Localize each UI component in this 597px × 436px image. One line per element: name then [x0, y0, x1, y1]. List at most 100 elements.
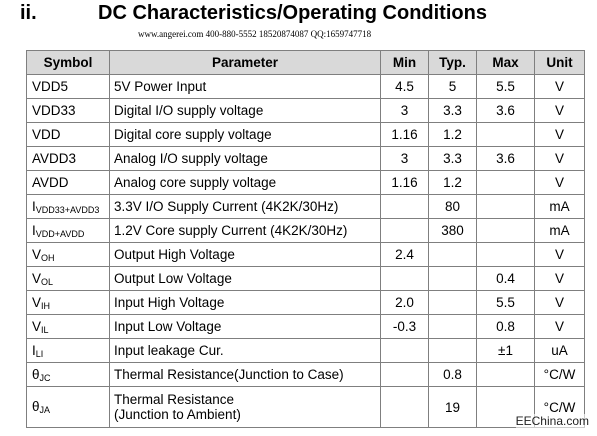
- header-min: Min: [380, 50, 429, 75]
- contact-line: www.angerei.com 400-880-5552 18520874087…: [138, 29, 372, 39]
- cell-parameter: Analog core supply voltage: [109, 170, 381, 195]
- cell-unit: uA: [534, 338, 585, 363]
- cell-min: [380, 218, 429, 243]
- cell-min: 2.0: [380, 290, 429, 315]
- symbol-base: VDD: [32, 127, 61, 142]
- table-row: VDD5 5V Power Input 4.5 5 5.5 V: [26, 74, 585, 99]
- cell-parameter: Thermal Resistance(Junction to Case): [109, 362, 381, 387]
- symbol-subscript: LI: [35, 348, 44, 359]
- cell-unit: V: [534, 290, 585, 315]
- cell-min: 1.16: [380, 122, 429, 147]
- cell-symbol: VOL: [26, 266, 110, 291]
- cell-min: [380, 338, 429, 363]
- symbol-base: VDD33: [32, 103, 76, 118]
- section-heading: ii. DC Characteristics/Operating Conditio…: [20, 2, 487, 30]
- cell-unit: V: [534, 170, 585, 195]
- cell-parameter: Digital I/O supply voltage: [109, 98, 381, 123]
- cell-typ: [428, 338, 477, 363]
- cell-symbol: AVDD: [26, 170, 110, 195]
- symbol-subscript: VDD+AVDD: [35, 228, 85, 239]
- header-symbol: Symbol: [26, 50, 110, 75]
- cell-max: 3.6: [476, 146, 535, 171]
- cell-min: 3: [380, 146, 429, 171]
- cell-symbol: θJA: [26, 386, 110, 428]
- cell-typ: 380: [428, 218, 477, 243]
- cell-symbol: VDD5: [26, 74, 110, 99]
- table-row: VOL Output Low Voltage 0.4 V: [26, 266, 585, 291]
- cell-min: [380, 194, 429, 219]
- cell-max: 5.5: [476, 290, 535, 315]
- symbol-base: θ: [32, 399, 40, 414]
- cell-symbol: ILI: [26, 338, 110, 363]
- cell-symbol: IVDD33+AVDD3: [26, 194, 110, 219]
- cell-min: 4.5: [380, 74, 429, 99]
- table-row: VIL Input Low Voltage -0.3 0.8 V: [26, 314, 585, 339]
- symbol-subscript: JA: [39, 405, 51, 415]
- cell-min: [380, 362, 429, 387]
- cell-unit: mA: [534, 218, 585, 243]
- cell-max: [476, 362, 535, 387]
- cell-max: [476, 218, 535, 243]
- cell-parameter: Input leakage Cur.: [109, 338, 381, 363]
- table-row: VIH Input High Voltage 2.0 5.5 V: [26, 290, 585, 315]
- symbol-subscript: OH: [41, 252, 55, 263]
- symbol-base: I: [32, 222, 36, 238]
- symbol-base: VDD5: [32, 79, 69, 94]
- cell-max: ±1: [476, 338, 535, 363]
- cell-max: [476, 194, 535, 219]
- cell-min: 3: [380, 98, 429, 123]
- cell-typ: [428, 266, 477, 291]
- cell-parameter: 1.2V Core supply Current (4K2K/30Hz): [109, 218, 381, 243]
- cell-typ: 19: [428, 386, 477, 428]
- header-max: Max: [476, 50, 535, 75]
- cell-unit: V: [534, 146, 585, 171]
- cell-max: [476, 242, 535, 267]
- symbol-base: V: [32, 270, 42, 286]
- symbol-subscript: OL: [41, 276, 54, 287]
- section-title: DC Characteristics/Operating Conditions: [98, 2, 487, 24]
- cell-unit: V: [534, 122, 585, 147]
- cell-max: 3.6: [476, 98, 535, 123]
- cell-typ: 3.3: [428, 98, 477, 123]
- cell-parameter: Analog I/O supply voltage: [109, 146, 381, 171]
- cell-parameter: Input High Voltage: [109, 290, 381, 315]
- cell-symbol: θJC: [26, 362, 110, 387]
- dc-characteristics-table: Symbol Parameter Min Typ. Max Unit VDD5 5…: [26, 50, 585, 428]
- cell-min: 1.16: [380, 170, 429, 195]
- cell-min: 2.4: [380, 242, 429, 267]
- table-row: IVDD33+AVDD3 3.3V I/O Supply Current (4K2…: [26, 194, 585, 219]
- table-row: θJC Thermal Resistance(Junction to Case) 0…: [26, 362, 585, 387]
- table-row: θJA Thermal Resistance (Junction to Ambie…: [26, 386, 585, 428]
- cell-parameter: Input Low Voltage: [109, 314, 381, 339]
- symbol-base: V: [32, 318, 42, 334]
- symbol-base: θ: [32, 366, 40, 382]
- table-row: AVDD3 Analog I/O supply voltage 3 3.3 3.6 V: [26, 146, 585, 171]
- table-header-row: Symbol Parameter Min Typ. Max Unit: [26, 50, 585, 75]
- table-row: ILI Input leakage Cur. ±1 uA: [26, 338, 585, 363]
- cell-min: -0.3: [380, 314, 429, 339]
- cell-typ: 5: [428, 74, 477, 99]
- table-row: VDD Digital core supply voltage 1.16 1.2 V: [26, 122, 585, 147]
- table-row: VDD33 Digital I/O supply voltage 3 3.3 3.6 V: [26, 98, 585, 123]
- cell-symbol: VDD: [26, 122, 110, 147]
- cell-unit: V: [534, 266, 585, 291]
- cell-min: [380, 266, 429, 291]
- cell-max: 0.4: [476, 266, 535, 291]
- symbol-base: I: [32, 342, 36, 358]
- cell-unit: V: [534, 314, 585, 339]
- header-typ: Typ.: [428, 50, 477, 75]
- header-unit: Unit: [534, 50, 585, 75]
- cell-unit: V: [534, 242, 585, 267]
- cell-parameter: 3.3V I/O Supply Current (4K2K/30Hz): [109, 194, 381, 219]
- section-number: ii.: [20, 2, 37, 24]
- cell-parameter: Digital core supply voltage: [109, 122, 381, 147]
- cell-max: 5.5: [476, 74, 535, 99]
- symbol-subscript: IH: [41, 300, 51, 311]
- cell-typ: [428, 314, 477, 339]
- cell-min: [380, 386, 429, 428]
- cell-parameter: Output High Voltage: [109, 242, 381, 267]
- cell-unit: mA: [534, 194, 585, 219]
- cell-typ: [428, 290, 477, 315]
- cell-symbol: AVDD3: [26, 146, 110, 171]
- table-row: VOH Output High Voltage 2.4 V: [26, 242, 585, 267]
